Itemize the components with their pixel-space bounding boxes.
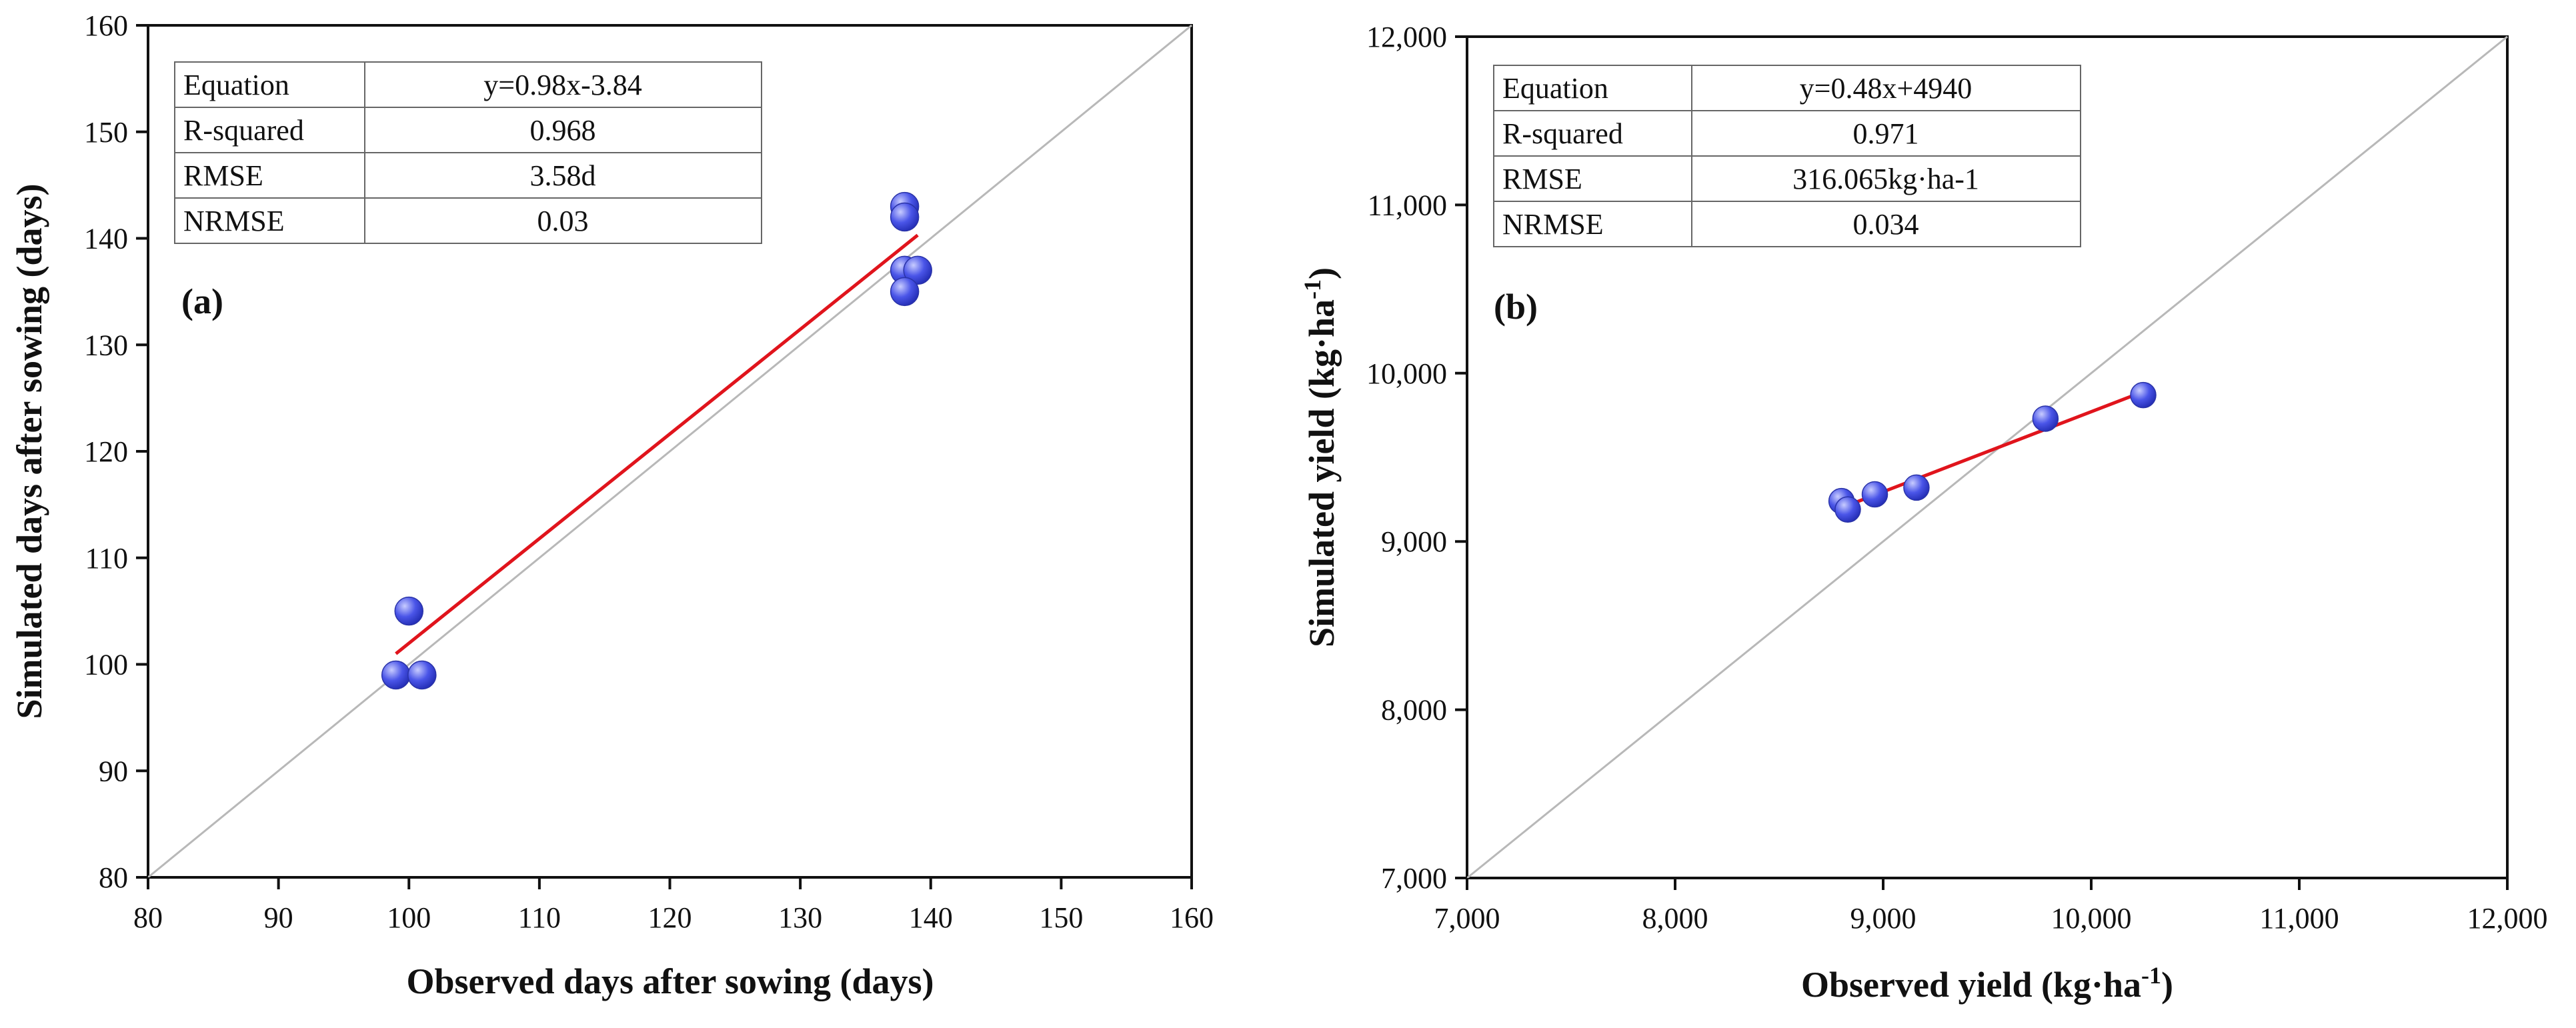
y-axis-title-b-close: )	[1302, 267, 1342, 279]
y-tick-label: 10,000	[1366, 357, 1447, 390]
stats-value-rsquared-b: 0.971	[1853, 117, 1919, 150]
y-tick-label: 90	[99, 755, 128, 787]
data-point-2	[381, 660, 411, 690]
x-tick-label: 150	[1039, 901, 1083, 934]
x-axis-title-b-sup: -1	[2141, 962, 2161, 989]
one-to-one-line	[1466, 35, 2508, 879]
data-point-6	[2130, 381, 2157, 409]
y-tick-label: 110	[85, 542, 128, 575]
y-ticks-a: 80 90 100 110 120 130 140 150 160	[84, 9, 148, 894]
x-tick-label: 9,000	[1850, 902, 1916, 935]
data-point-3	[407, 660, 437, 690]
stats-value-rmse-b: 316.065kg·ha-1	[1792, 163, 1979, 195]
y-axis-title-a: Simulated days after sowing (days)	[9, 183, 49, 719]
data-points-b	[1828, 381, 2157, 523]
stats-label-equation-b: Equation	[1502, 72, 1608, 105]
x-tick-label: 12,000	[2467, 902, 2548, 935]
data-point-7	[903, 255, 932, 285]
x-axis-title-b-close: )	[2161, 965, 2173, 1005]
y-tick-label: 7,000	[1381, 862, 1447, 895]
y-tick-label: 11,000	[1368, 189, 1447, 221]
one-to-one-line	[147, 24, 1192, 879]
x-tick-label: 11,000	[2259, 902, 2339, 935]
stats-value-rmse-a: 3.58d	[530, 159, 596, 192]
x-axis-title-a: Observed days after sowing (days)	[406, 961, 934, 1001]
regression-line	[395, 233, 919, 655]
chart-panel-b: 7,000 8,000 9,000 10,000 11,000 12,000 7,000 8…	[1299, 21, 2548, 1005]
x-ticks-a: 80 90 100 110 120 130 140 150 160	[133, 877, 1214, 934]
stats-table-a: Equation y=0.98x-3.84 R-squared 0.968 RM…	[174, 61, 762, 244]
y-tick-label: 120	[84, 435, 128, 468]
reference-line-a	[147, 24, 1192, 879]
data-point-3	[1861, 481, 1888, 508]
x-tick-label: 90	[264, 901, 293, 934]
data-point-2	[1834, 496, 1861, 523]
x-tick-label: 160	[1170, 901, 1214, 934]
x-tick-label: 120	[648, 901, 692, 934]
stats-label-nrmse-b: NRMSE	[1502, 208, 1604, 241]
stats-label-rmse-a: RMSE	[183, 159, 263, 192]
stats-label-equation-a: Equation	[183, 69, 289, 101]
reference-line-b	[1466, 35, 2508, 879]
y-ticks-b: 7,000 8,000 9,000 10,000 11,000 12,000	[1366, 21, 1467, 895]
x-axis-title-b-main: Observed yield (kg·ha	[1801, 965, 2141, 1005]
stats-value-equation-a: y=0.98x-3.84	[483, 69, 641, 101]
x-tick-label: 80	[133, 901, 163, 934]
x-tick-label: 7,000	[1434, 902, 1500, 935]
y-tick-label: 140	[84, 223, 128, 255]
x-tick-label: 110	[518, 901, 561, 934]
data-point-1	[394, 596, 423, 626]
stats-value-rsquared-a: 0.968	[530, 114, 596, 147]
data-point-5	[2032, 405, 2059, 432]
x-tick-label: 8,000	[1642, 902, 1708, 935]
y-tick-label: 100	[84, 649, 128, 681]
stats-label-rsquared-b: R-squared	[1502, 117, 1623, 150]
x-ticks-b: 7,000 8,000 9,000 10,000 11,000 12,000	[1434, 878, 2548, 935]
y-tick-label: 150	[84, 116, 128, 149]
fit-line-b	[1840, 390, 2144, 510]
y-axis-title-b-main: Simulated yield (kg·ha	[1302, 299, 1342, 647]
regression-line	[1840, 390, 2144, 510]
plot-frame-b	[1466, 35, 2509, 879]
data-point-8	[890, 277, 920, 307]
x-tick-label: 140	[909, 901, 953, 934]
stats-table-b: Equation y=0.48x+4940 R-squared 0.971 RM…	[1493, 65, 2081, 247]
y-tick-label: 130	[84, 329, 128, 361]
fit-line-a	[395, 233, 919, 655]
stats-value-nrmse-b: 0.034	[1853, 208, 1919, 241]
panel-label-b: (b)	[1494, 287, 1538, 327]
x-tick-label: 10,000	[2051, 902, 2132, 935]
chart-panel-a: 80 90 100 110 120 130 140 150 160 80 90 100 110 120 1…	[9, 9, 1214, 1001]
stats-value-equation-b: y=0.48x+4940	[1800, 72, 1973, 105]
data-points-a	[381, 191, 932, 690]
y-axis-title-b: Simulated yield (kg·ha-1)	[1299, 267, 1342, 647]
stats-label-nrmse-a: NRMSE	[183, 205, 285, 237]
x-axis-title-b: Observed yield (kg·ha-1)	[1801, 962, 2173, 1005]
stats-label-rmse-b: RMSE	[1502, 163, 1582, 195]
y-axis-title-b-sup: -1	[1299, 279, 1326, 299]
y-tick-label: 80	[99, 861, 128, 894]
stats-value-nrmse-a: 0.03	[537, 205, 589, 237]
y-tick-label: 160	[84, 9, 128, 42]
data-point-4	[1903, 474, 1930, 501]
x-tick-label: 100	[387, 901, 431, 934]
data-point-5	[890, 202, 920, 232]
x-tick-label: 130	[778, 901, 822, 934]
y-tick-label: 12,000	[1366, 21, 1447, 53]
y-tick-label: 9,000	[1381, 525, 1447, 558]
panel-label-a: (a)	[181, 281, 223, 321]
y-tick-label: 8,000	[1381, 694, 1447, 727]
stats-label-rsquared-a: R-squared	[183, 114, 304, 147]
